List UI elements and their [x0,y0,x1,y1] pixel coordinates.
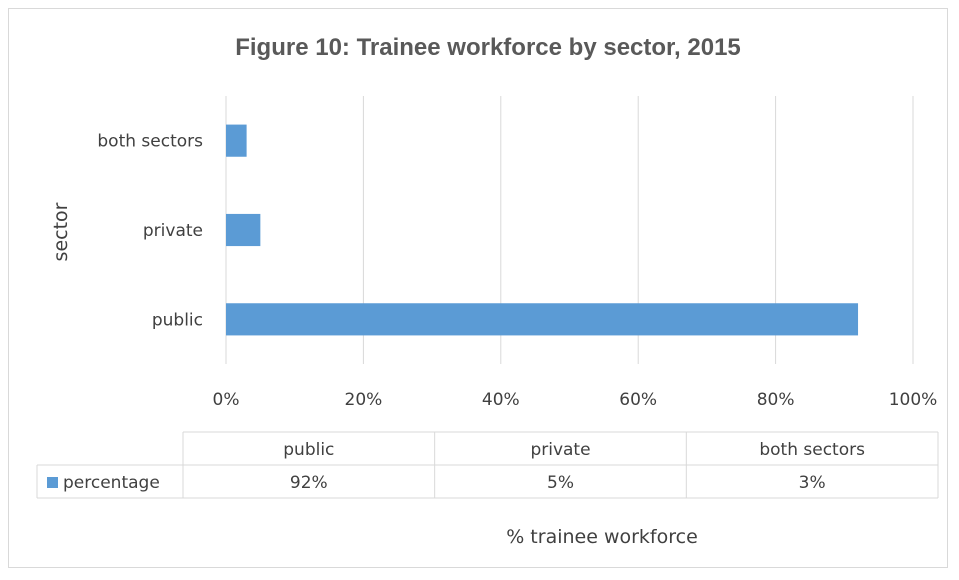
legend-label: percentage [63,473,160,493]
x-tick-label: 80% [757,390,795,410]
y-tick-label: both sectors [97,132,203,152]
table-header: private [530,440,590,460]
legend-swatch [47,477,58,488]
table-cell: 5% [547,473,574,493]
table-header: both sectors [759,440,865,460]
chart-title: Figure 10: Trainee workforce by sector, … [235,34,741,61]
x-tick-label: 60% [619,390,657,410]
x-tick-label: 20% [345,390,383,410]
chart-frame [8,8,948,568]
x-tick-label: 0% [213,390,240,410]
y-tick-label: public [152,310,203,330]
bar-public [226,303,859,336]
x-tick-label: 100% [889,390,938,410]
y-axis-title: sector [50,202,72,261]
bar-private [226,213,261,247]
table-header: public [283,440,334,460]
x-tick-label: 40% [482,390,520,410]
y-tick-label: private [143,221,203,241]
table-cell: 3% [799,473,826,493]
x-axis-title: % trainee workforce [506,526,698,548]
table-cell: 92% [290,473,328,493]
bar-both-sectors [226,124,247,157]
